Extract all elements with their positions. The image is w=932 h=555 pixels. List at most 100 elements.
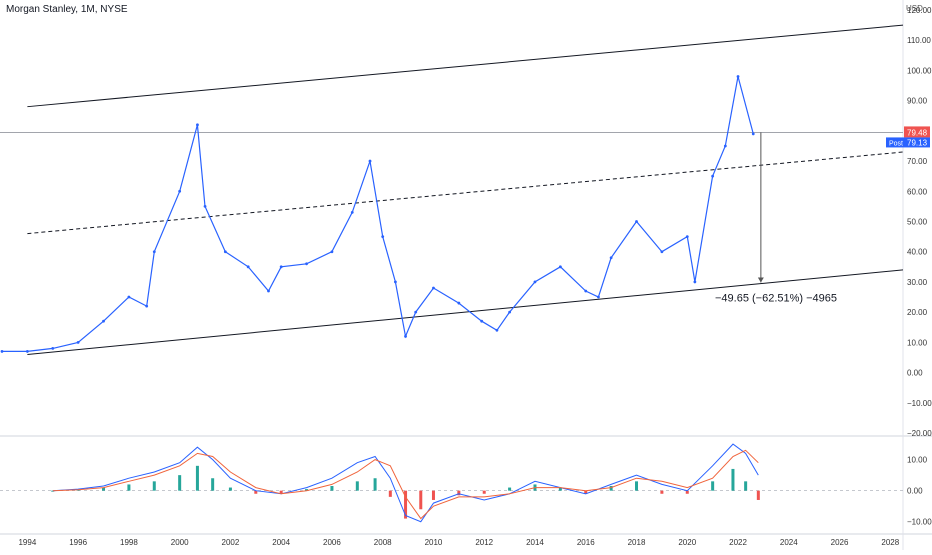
price-point (51, 347, 55, 350)
macd-histogram-bar (211, 478, 215, 491)
macd-histogram-bar (102, 487, 106, 491)
price-point (330, 250, 334, 254)
price-point (635, 220, 638, 223)
post-price-tag-label: 79.13 (907, 138, 928, 147)
price-point (723, 144, 727, 148)
macd-histogram-bar (457, 490, 461, 496)
price-point (558, 265, 562, 269)
price-point (305, 262, 308, 266)
macd-histogram-bar (744, 481, 748, 491)
price-point (127, 295, 131, 299)
price-point (145, 304, 149, 308)
time-tick-label: 2002 (222, 538, 240, 547)
price-point (432, 286, 435, 290)
macd-histogram-bar (330, 486, 334, 491)
post-price-tag (904, 137, 930, 148)
price-point (609, 256, 613, 260)
time-tick-label: 2006 (323, 538, 341, 547)
macd-histogram-bar (373, 478, 377, 491)
price-tick-label: 40.00 (907, 248, 928, 257)
time-tick-label: 2010 (425, 538, 443, 547)
price-point (381, 235, 385, 239)
time-tick-label: 2026 (831, 538, 849, 547)
price-tick-label: −20.00 (907, 429, 932, 438)
macd-line (52, 443, 759, 523)
price-point (393, 280, 397, 284)
post-tag-label: Post (889, 140, 903, 147)
measure-arrowhead (757, 277, 764, 283)
time-tick-label: 2004 (272, 538, 290, 547)
price-tick-label: 70.00 (907, 157, 928, 166)
macd-tick-label: 0.00 (907, 487, 923, 496)
channel-lower-line (27, 269, 904, 355)
price-point (693, 280, 697, 284)
macd-histogram-bar (228, 487, 232, 491)
time-tick-label: 2014 (526, 538, 544, 547)
price-tick-label: 100.00 (907, 66, 932, 75)
time-tick-label: 1996 (69, 538, 87, 547)
price-point (246, 265, 250, 269)
currency-label: USD (906, 4, 923, 13)
time-tick-label: 2016 (577, 538, 595, 547)
macd-histogram-bar (152, 481, 156, 491)
macd-histogram-bar (431, 490, 435, 500)
price-tick-label: 110.00 (907, 36, 931, 45)
macd-histogram-bar (584, 490, 588, 494)
price-point (480, 319, 484, 323)
price-point (584, 289, 588, 293)
time-tick-label: 2024 (780, 538, 798, 547)
price-point (404, 334, 407, 338)
time-tick-label: 2012 (475, 538, 493, 547)
price-point (102, 319, 105, 323)
price-tick-label: 10.00 (907, 338, 928, 347)
price-point (660, 250, 664, 254)
chart-title: Morgan Stanley, 1M, NYSE (6, 4, 128, 15)
macd-histogram-bar (558, 487, 562, 491)
time-tick-label: 1994 (18, 538, 36, 547)
macd-histogram-bar (195, 465, 199, 491)
price-tick-label: 120.00 (907, 6, 932, 15)
price-point (203, 204, 207, 208)
price-point (533, 280, 537, 284)
price-point (76, 340, 80, 344)
time-tick-label: 2020 (678, 538, 696, 547)
price-point (508, 310, 512, 314)
price-point (152, 250, 156, 254)
price-point (25, 350, 29, 353)
channel-middle-line (27, 151, 904, 235)
price-point (368, 159, 372, 163)
price-point (279, 265, 283, 269)
price-tick-label: 90.00 (907, 97, 928, 106)
macd-tick-label: 10.00 (907, 456, 928, 465)
macd-signal-line (52, 449, 759, 520)
price-point (685, 235, 689, 239)
macd-histogram-bar (711, 481, 715, 491)
last-price-tag (904, 126, 930, 138)
price-tick-label: 20.00 (907, 308, 928, 317)
price-point (223, 250, 227, 254)
price-point (495, 328, 499, 332)
macd-histogram-bar (388, 490, 392, 497)
macd-histogram-bar (756, 490, 760, 500)
macd-histogram-bar (127, 484, 131, 491)
price-tick-label: −10.00 (907, 399, 932, 408)
macd-histogram-bar (254, 490, 258, 494)
macd-histogram-bar (355, 481, 359, 491)
macd-histogram-bar (178, 475, 182, 491)
price-point (736, 75, 740, 78)
macd-histogram-bar (482, 490, 486, 494)
channel-upper-line (27, 24, 904, 108)
price-point (196, 123, 199, 127)
time-tick-label: 2028 (881, 538, 899, 547)
price-point (178, 189, 182, 193)
price-series-line (2, 76, 754, 352)
post-tag (886, 137, 904, 148)
macd-histogram-bar (685, 490, 689, 494)
price-point (414, 310, 418, 314)
time-tick-label: 2022 (729, 538, 747, 547)
macd-histogram-bar (508, 487, 512, 491)
macd-histogram-bar (609, 486, 613, 491)
price-tick-label: 60.00 (907, 187, 928, 196)
